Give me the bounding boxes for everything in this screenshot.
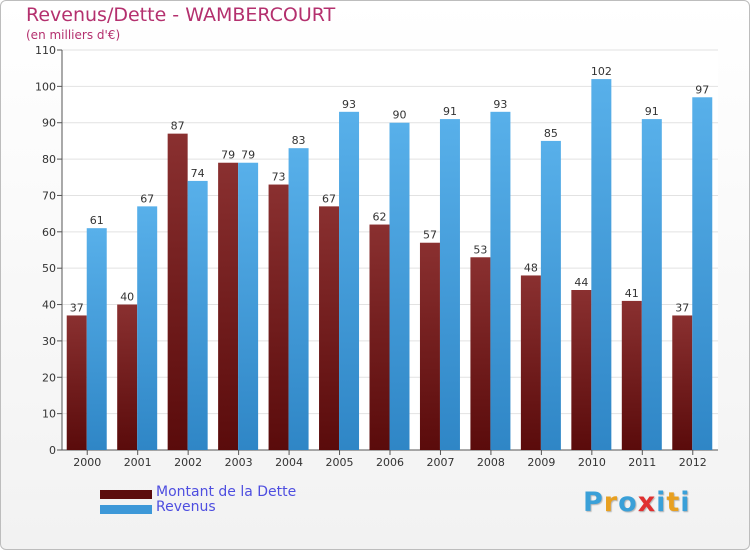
x-tick-label-2008: 2008 [477, 456, 505, 469]
bar-dette-2002 [167, 133, 188, 451]
data-label-dette-2012: 37 [675, 301, 689, 314]
bar-revenus-2008 [490, 111, 511, 451]
bar-dette-2010 [571, 290, 592, 450]
data-label-dette-2007: 57 [423, 229, 437, 242]
y-tick-label: 80 [42, 153, 56, 166]
legend-swatch-revenus [100, 505, 152, 514]
data-label-revenus-2001: 67 [140, 192, 154, 205]
logo-letter: i [680, 487, 691, 518]
bar-dette-2009 [520, 275, 541, 450]
y-tick-label: 30 [42, 335, 56, 348]
legend-label-revenus: Revenus [156, 499, 216, 515]
data-label-dette-2002: 87 [171, 120, 185, 133]
bar-dette-2008 [470, 257, 491, 450]
data-label-revenus-2003: 79 [241, 149, 255, 162]
logo-letter: x [637, 487, 657, 518]
data-label-revenus-2007: 91 [443, 105, 457, 118]
bar-dette-2003 [218, 162, 239, 450]
data-label-revenus-2008: 93 [493, 98, 507, 111]
data-label-revenus-2006: 90 [393, 109, 407, 122]
x-tick-label-2010: 2010 [578, 456, 606, 469]
bar-revenus-2001 [137, 206, 158, 450]
bar-revenus-2007 [439, 119, 460, 450]
logo-letter: P [583, 487, 604, 518]
x-tick-label-2000: 2000 [73, 456, 101, 469]
bar-revenus-2003 [238, 162, 259, 450]
bar-revenus-2005 [339, 111, 360, 451]
bar-revenus-2011 [641, 119, 662, 450]
data-label-dette-2006: 62 [373, 211, 387, 224]
logo-letter: o [618, 487, 638, 518]
y-tick-label: 10 [42, 408, 56, 421]
legend-label-dette: Montant de la Dette [156, 484, 297, 500]
data-label-dette-2004: 73 [272, 171, 286, 184]
y-tick-label: 40 [42, 299, 56, 312]
data-label-revenus-2002: 74 [191, 167, 205, 180]
y-tick-label: 90 [42, 117, 56, 130]
data-label-dette-2008: 53 [473, 243, 487, 256]
x-tick-label-2001: 2001 [124, 456, 152, 469]
bar-revenus-2006 [389, 122, 410, 451]
legend-swatch-dette [100, 490, 152, 499]
y-tick-label: 100 [35, 80, 56, 93]
bar-dette-2011 [621, 300, 642, 450]
x-tick-label-2004: 2004 [275, 456, 303, 469]
bar-revenus-2009 [540, 140, 561, 450]
data-label-dette-2009: 48 [524, 261, 538, 274]
data-label-revenus-2012: 97 [695, 83, 709, 96]
proxiti-logo: Proxiti [583, 487, 691, 518]
bar-dette-2000 [66, 315, 87, 450]
x-tick-label-2012: 2012 [679, 456, 707, 469]
x-tick-label-2003: 2003 [225, 456, 253, 469]
bar-revenus-2000 [86, 228, 107, 450]
x-tick-label-2007: 2007 [426, 456, 454, 469]
bar-revenus-2004 [288, 148, 309, 450]
bar-revenus-2002 [187, 180, 208, 450]
data-label-revenus-2009: 85 [544, 127, 558, 140]
bar-dette-2006 [369, 224, 390, 450]
x-tick-label-2009: 2009 [527, 456, 555, 469]
data-label-revenus-2011: 91 [645, 105, 659, 118]
y-tick-label: 50 [42, 262, 56, 275]
y-tick-label: 60 [42, 226, 56, 239]
data-label-revenus-2004: 83 [292, 134, 306, 147]
data-label-dette-2011: 41 [625, 287, 639, 300]
y-tick-label: 110 [35, 44, 56, 57]
x-tick-label-2002: 2002 [174, 456, 202, 469]
data-label-revenus-2010: 102 [591, 65, 612, 78]
logo-letter: i [656, 487, 667, 518]
data-label-dette-2001: 40 [120, 291, 134, 304]
chart-subtitle: (en milliers d'€) [26, 28, 121, 42]
logo-letter: t [666, 487, 681, 518]
data-label-dette-2003: 79 [221, 149, 235, 162]
bar-dette-2004 [268, 184, 289, 450]
y-tick-label: 0 [49, 444, 56, 457]
data-label-revenus-2000: 61 [90, 214, 104, 227]
bar-revenus-2010 [591, 79, 612, 450]
y-tick-label: 20 [42, 371, 56, 384]
bar-dette-2007 [419, 242, 440, 450]
x-tick-label-2005: 2005 [326, 456, 354, 469]
bar-dette-2012 [672, 315, 693, 450]
data-label-dette-2010: 44 [574, 276, 588, 289]
y-tick-label: 70 [42, 189, 56, 202]
bar-dette-2005 [319, 206, 340, 450]
bar-dette-2001 [117, 304, 138, 450]
data-label-revenus-2005: 93 [342, 98, 356, 111]
x-tick-label-2011: 2011 [628, 456, 656, 469]
data-label-dette-2005: 67 [322, 192, 336, 205]
chart-title: Revenus/Dette - WAMBERCOURT [26, 4, 336, 26]
x-tick-label-2006: 2006 [376, 456, 404, 469]
data-label-dette-2000: 37 [70, 301, 84, 314]
logo-letter: r [603, 487, 619, 518]
bar-revenus-2012 [692, 97, 713, 450]
